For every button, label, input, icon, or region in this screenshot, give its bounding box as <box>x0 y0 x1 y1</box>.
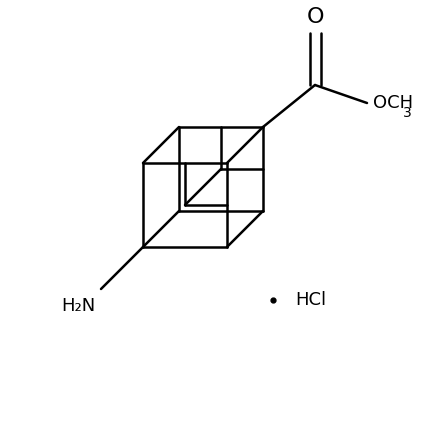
Text: 3: 3 <box>403 106 412 120</box>
Text: HCl: HCl <box>295 291 326 309</box>
Text: OCH: OCH <box>373 94 413 112</box>
Text: H₂N: H₂N <box>61 297 95 315</box>
Text: O: O <box>306 7 324 27</box>
